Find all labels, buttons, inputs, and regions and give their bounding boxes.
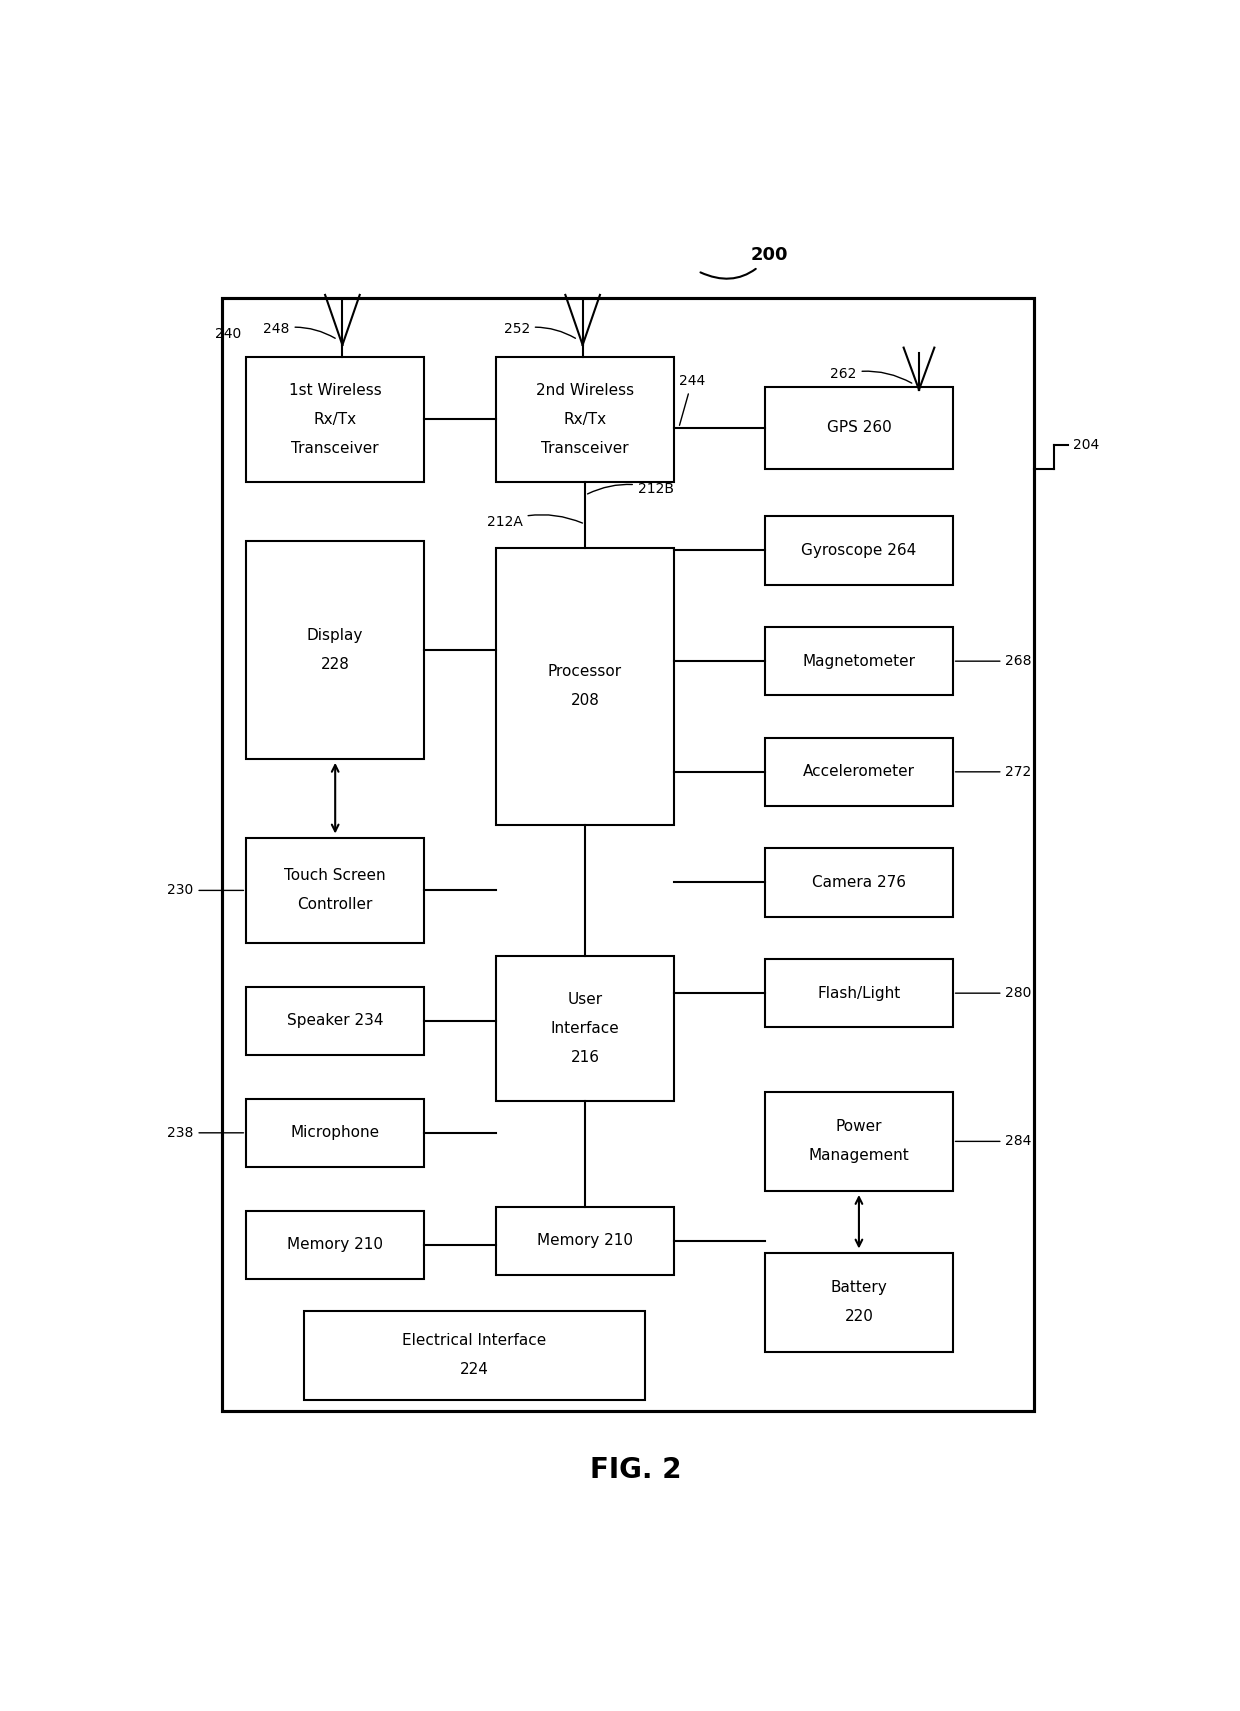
- Text: Speaker 234: Speaker 234: [286, 1013, 383, 1028]
- Text: 238: 238: [167, 1126, 243, 1140]
- Text: 240: 240: [216, 327, 242, 340]
- Text: 262: 262: [830, 366, 911, 383]
- Text: 212A: 212A: [487, 515, 583, 529]
- Text: Accelerometer: Accelerometer: [804, 765, 915, 779]
- Text: Battery: Battery: [831, 1280, 888, 1295]
- Text: Microphone: Microphone: [290, 1126, 379, 1140]
- Bar: [765, 849, 952, 917]
- Text: Rx/Tx: Rx/Tx: [314, 412, 357, 428]
- Text: 268: 268: [955, 654, 1032, 669]
- Bar: [765, 517, 952, 585]
- Bar: [247, 1211, 424, 1280]
- Text: 248: 248: [263, 322, 335, 339]
- Text: 244: 244: [678, 375, 706, 426]
- Bar: [765, 1092, 952, 1191]
- Text: Memory 210: Memory 210: [537, 1234, 634, 1249]
- Bar: [496, 548, 675, 825]
- Text: 1st Wireless: 1st Wireless: [289, 383, 382, 399]
- Text: 216: 216: [570, 1051, 600, 1066]
- Text: Power: Power: [836, 1119, 882, 1134]
- Text: 228: 228: [321, 657, 350, 672]
- Text: Memory 210: Memory 210: [288, 1237, 383, 1252]
- Text: Processor: Processor: [548, 664, 622, 679]
- Text: 284: 284: [955, 1134, 1032, 1148]
- Text: 252: 252: [503, 322, 575, 339]
- Text: 200: 200: [701, 246, 789, 279]
- Bar: [496, 1206, 675, 1275]
- Bar: [247, 1098, 424, 1167]
- Bar: [222, 298, 1034, 1412]
- Text: User: User: [568, 992, 603, 1008]
- Text: 212B: 212B: [588, 481, 673, 496]
- Bar: [496, 956, 675, 1102]
- Text: Camera 276: Camera 276: [812, 874, 906, 890]
- Text: 220: 220: [844, 1309, 873, 1324]
- Text: FIG. 2: FIG. 2: [590, 1456, 681, 1483]
- Text: Interface: Interface: [551, 1021, 620, 1037]
- Text: Gyroscope 264: Gyroscope 264: [801, 542, 916, 558]
- Bar: [765, 387, 952, 469]
- Text: 224: 224: [460, 1362, 489, 1377]
- Text: Rx/Tx: Rx/Tx: [563, 412, 606, 428]
- Text: 2nd Wireless: 2nd Wireless: [536, 383, 634, 399]
- Bar: [304, 1311, 645, 1400]
- Text: Magnetometer: Magnetometer: [802, 654, 915, 669]
- Text: 272: 272: [955, 765, 1032, 779]
- Bar: [496, 358, 675, 483]
- Text: Display: Display: [308, 628, 363, 643]
- Text: Transceiver: Transceiver: [541, 441, 629, 455]
- Bar: [765, 958, 952, 1027]
- Text: Transceiver: Transceiver: [291, 441, 379, 455]
- Text: GPS 260: GPS 260: [827, 421, 892, 436]
- Bar: [247, 541, 424, 758]
- Bar: [765, 1252, 952, 1352]
- Text: Management: Management: [808, 1148, 909, 1163]
- Bar: [247, 838, 424, 943]
- Text: 280: 280: [955, 986, 1032, 1001]
- Text: 204: 204: [1073, 438, 1099, 452]
- Bar: [765, 737, 952, 806]
- Text: Electrical Interface: Electrical Interface: [403, 1333, 547, 1348]
- Bar: [765, 626, 952, 695]
- Text: Controller: Controller: [298, 897, 373, 912]
- Bar: [247, 987, 424, 1056]
- Text: Flash/Light: Flash/Light: [817, 986, 900, 1001]
- Bar: [247, 358, 424, 483]
- Text: 208: 208: [570, 693, 599, 708]
- Text: 230: 230: [167, 883, 243, 897]
- Text: Touch Screen: Touch Screen: [284, 869, 386, 883]
